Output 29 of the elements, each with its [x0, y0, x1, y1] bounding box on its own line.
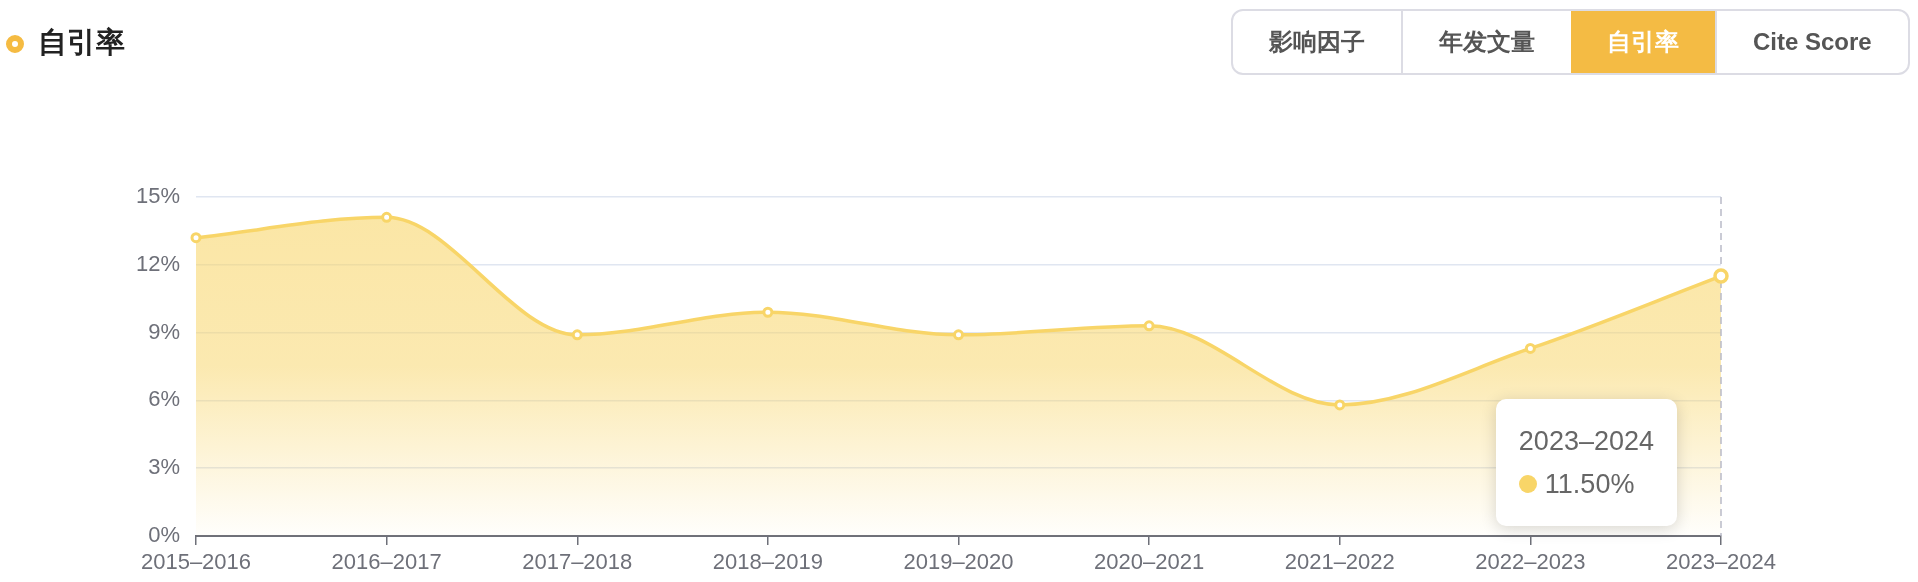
- x-tick-label: 2015–2016: [140, 549, 252, 575]
- chart-title: 自引率: [38, 25, 125, 60]
- y-tick-label: 12%: [135, 250, 180, 276]
- x-tick-label: 2021–2022: [1284, 549, 1395, 575]
- x-tick-label: 2018–2019: [712, 549, 823, 575]
- y-tick-label: 6%: [148, 386, 180, 412]
- y-tick-label: 15%: [135, 183, 180, 209]
- y-tick-label: 0%: [148, 522, 180, 548]
- y-tick-label: 3%: [148, 454, 180, 480]
- point: [1334, 399, 1346, 411]
- y-tick-label: 9%: [148, 318, 180, 344]
- x-tick-label: 2020–2021: [1094, 549, 1205, 575]
- point: [953, 329, 964, 341]
- tab-button[interactable]: Cite Score: [1715, 11, 1908, 73]
- annotation: 11.50%: [1544, 468, 1635, 502]
- point: [1524, 342, 1536, 354]
- x-tick-label: 2023–2024: [1665, 549, 1777, 575]
- x-tick-label: 2019–2020: [903, 549, 1014, 575]
- tooltip: 2023–2024 11.50%: [1495, 399, 1677, 527]
- x-tick-label: 2022–2023: [1475, 549, 1586, 575]
- point: [190, 232, 202, 244]
- annotation: 2023–2024: [1518, 425, 1654, 459]
- x-tick-label: 2017–2018: [522, 549, 633, 575]
- tab-button[interactable]: 影响因子: [1233, 11, 1401, 73]
- point: [571, 329, 583, 341]
- x-tick-label: 2016–2017: [331, 549, 442, 575]
- point: [762, 306, 774, 318]
- point: [1143, 320, 1155, 332]
- point: [381, 211, 393, 223]
